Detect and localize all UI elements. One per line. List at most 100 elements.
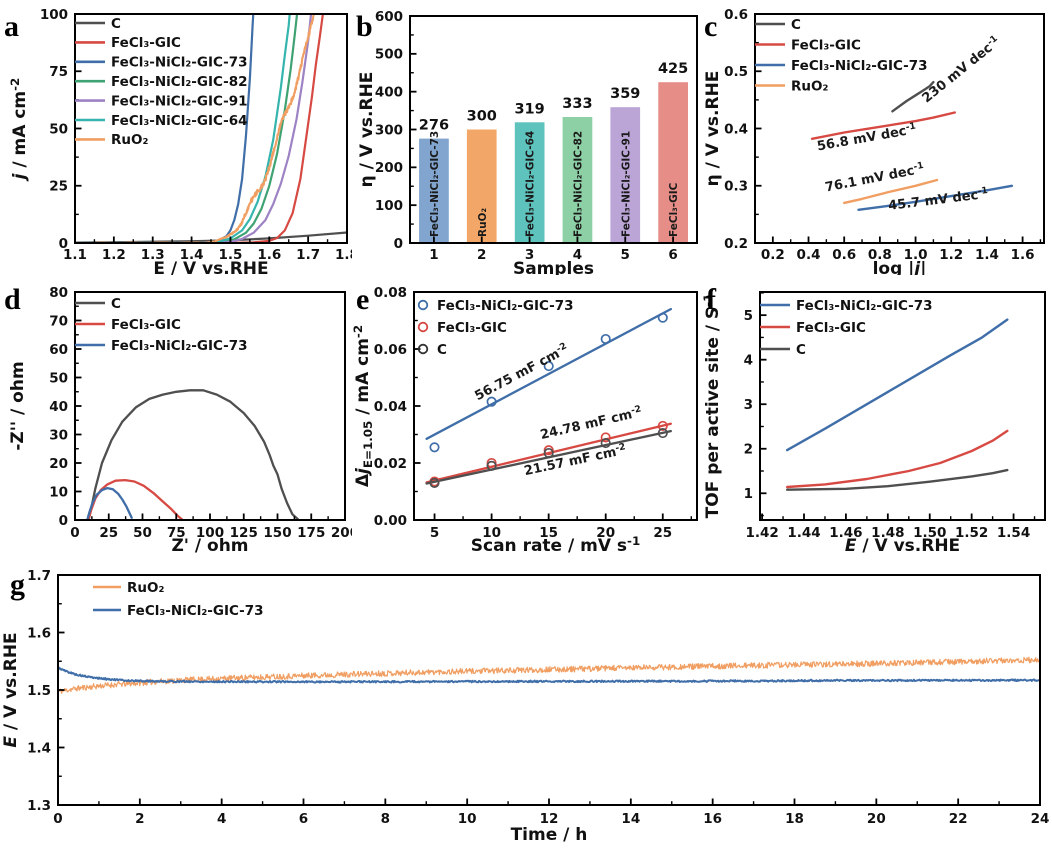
svg-text:6: 6 [299,811,308,827]
panel-f-tof-chart: 1.42 1.44 1.46 1.48 1.50 1.52 1.54 1 2 3 4 5 E / V v… [700,275,1052,560]
svg-text:2: 2 [135,811,144,827]
bar-inner-label: RuO₂ [477,208,489,237]
svg-text:4: 4 [217,811,226,827]
series-line [785,429,1009,489]
plot-area-g [58,656,1040,694]
y-axis-label: η / V vs.RHE [703,71,723,187]
svg-text:1: 1 [744,486,753,502]
svg-text:16: 16 [703,811,722,827]
svg-text:1.54: 1.54 [997,525,1030,541]
plot-area-c [810,80,1014,212]
svg-text:1.0: 1.0 [904,247,928,263]
series-line [86,486,133,520]
data-point [486,460,497,471]
axes-ticks: 0 25 50 75 100 125 150 175 200 0 10 20 30 40 50 60 70 80 [49,285,359,541]
svg-text:1.6: 1.6 [1011,247,1035,263]
svg-text:FeCl₃-NiCl₂-GIC-73: FeCl₃-NiCl₂-GIC-73 [127,603,264,619]
data-point [486,396,497,407]
svg-text:20: 20 [49,456,68,472]
series-line [425,307,672,440]
svg-text:FeCl₃-NiCl₂-GIC-73: FeCl₃-NiCl₂-GIC-73 [437,298,574,314]
axes-ticks: 5 10 15 20 25 0.00 0.02 0.04 0.06 0.08 [374,285,692,541]
svg-text:1.4: 1.4 [27,740,51,756]
svg-text:600: 600 [375,9,403,25]
legend-marker-circle [417,299,429,311]
data-point [657,312,668,323]
svg-text:40: 40 [49,399,68,415]
series-line [58,666,1040,684]
svg-text:FeCl₃-GIC: FeCl₃-GIC [791,37,861,53]
svg-text:1.5: 1.5 [27,683,51,699]
panel-a-lsv-polarization-chart: 1.1 1.2 1.3 1.4 1.5 1.6 1.7 1.8 0 25 50 75 100 E / V … [0,0,359,279]
svg-text:RuO₂: RuO₂ [791,78,828,94]
svg-text:FeCl₃-GIC: FeCl₃-GIC [796,320,866,336]
svg-text:300: 300 [467,109,497,125]
data-point [543,361,554,372]
svg-text:C: C [796,342,806,358]
panel-letter-g: g [10,568,25,601]
svg-text:1.7: 1.7 [27,568,51,584]
svg-text:1.3: 1.3 [27,798,51,814]
data-point [657,428,668,439]
svg-text:1.44: 1.44 [787,525,820,541]
svg-text:1: 1 [429,247,438,263]
svg-text:20: 20 [596,525,615,541]
svg-text:C: C [111,16,121,32]
panel-letter-c: c [704,10,717,43]
svg-text:1.7: 1.7 [296,247,320,263]
svg-text:0.6: 0.6 [832,247,856,263]
axis-box [759,291,1046,521]
slope-annotation: 230 mV dec-1 [919,34,1003,106]
svg-text:12: 12 [540,811,559,827]
panel-c-tafel-chart: 0.2 0.4 0.6 0.8 1.0 1.2 1.4 1.6 0.2 0.3 0.4 0.5 0.6 l… [700,0,1052,279]
bar-inner-label: FeCl₃-NiCl₂-GIC-73 [429,131,441,237]
series-line [857,184,1014,212]
svg-text:14: 14 [621,811,640,827]
data-point [657,420,668,431]
svg-text:FeCl₃-NiCl₂-GIC-73: FeCl₃-NiCl₂-GIC-73 [111,55,248,71]
svg-text:1.50: 1.50 [913,525,946,541]
chart-svg-a: 1.1 1.2 1.3 1.4 1.5 1.6 1.7 1.8 0 25 50 75 100 E / V … [4,7,359,279]
x-axis-label: log |j| [873,259,927,275]
svg-text:0: 0 [59,513,68,529]
svg-text:22: 22 [949,811,968,827]
panel-letter-d: d [4,283,21,316]
svg-text:RuO₂: RuO₂ [111,132,148,148]
panel-b-overpotential-bar-chart: 276 FeCl₃-NiCl₂-GIC-73 300 RuO₂ 319 FeCl₃-NiC… [352,0,704,279]
svg-text:400: 400 [375,84,403,100]
data-point [429,442,440,453]
svg-text:10: 10 [482,525,501,541]
svg-text:FeCl₃-NiCl₂-GIC-64: FeCl₃-NiCl₂-GIC-64 [111,113,248,129]
svg-text:359: 359 [610,86,640,102]
svg-text:4: 4 [744,352,753,368]
svg-text:200: 200 [331,525,352,541]
svg-text:60: 60 [49,342,68,358]
plot-area-e [425,307,672,488]
svg-text:425: 425 [658,61,688,77]
svg-text:333: 333 [562,96,592,112]
chart-svg-d: 0 25 50 75 100 125 150 175 200 0 10 20 30 40 50 60 70 80 Z… [4,283,359,556]
svg-text:276: 276 [419,118,449,134]
svg-text:175: 175 [297,525,325,541]
svg-text:8: 8 [381,811,390,827]
series-line [785,468,1009,491]
svg-text:0: 0 [59,236,68,252]
svg-text:1.42: 1.42 [745,525,778,541]
svg-text:0.5: 0.5 [724,64,748,80]
x-axis-label: E / V vs.RHE [153,259,268,275]
series-line [785,318,1009,452]
legend: C FeCl₃-GIC FeCl₃-NiCl₂-GIC-73 [75,296,248,354]
svg-text:10: 10 [458,811,477,827]
svg-text:0: 0 [53,811,62,827]
series-line [842,178,939,205]
series-line [75,14,291,243]
svg-text:20: 20 [867,811,886,827]
series-line [810,111,957,141]
bar-inner-label: FeCl₃-GIC [668,182,680,237]
svg-text:FeCl₃-GIC: FeCl₃-GIC [111,35,181,51]
slope-annotation: 45.7 mV dec-1 [887,186,989,214]
x-axis-label: Z' / ohm [171,536,248,556]
svg-text:5: 5 [621,247,630,263]
